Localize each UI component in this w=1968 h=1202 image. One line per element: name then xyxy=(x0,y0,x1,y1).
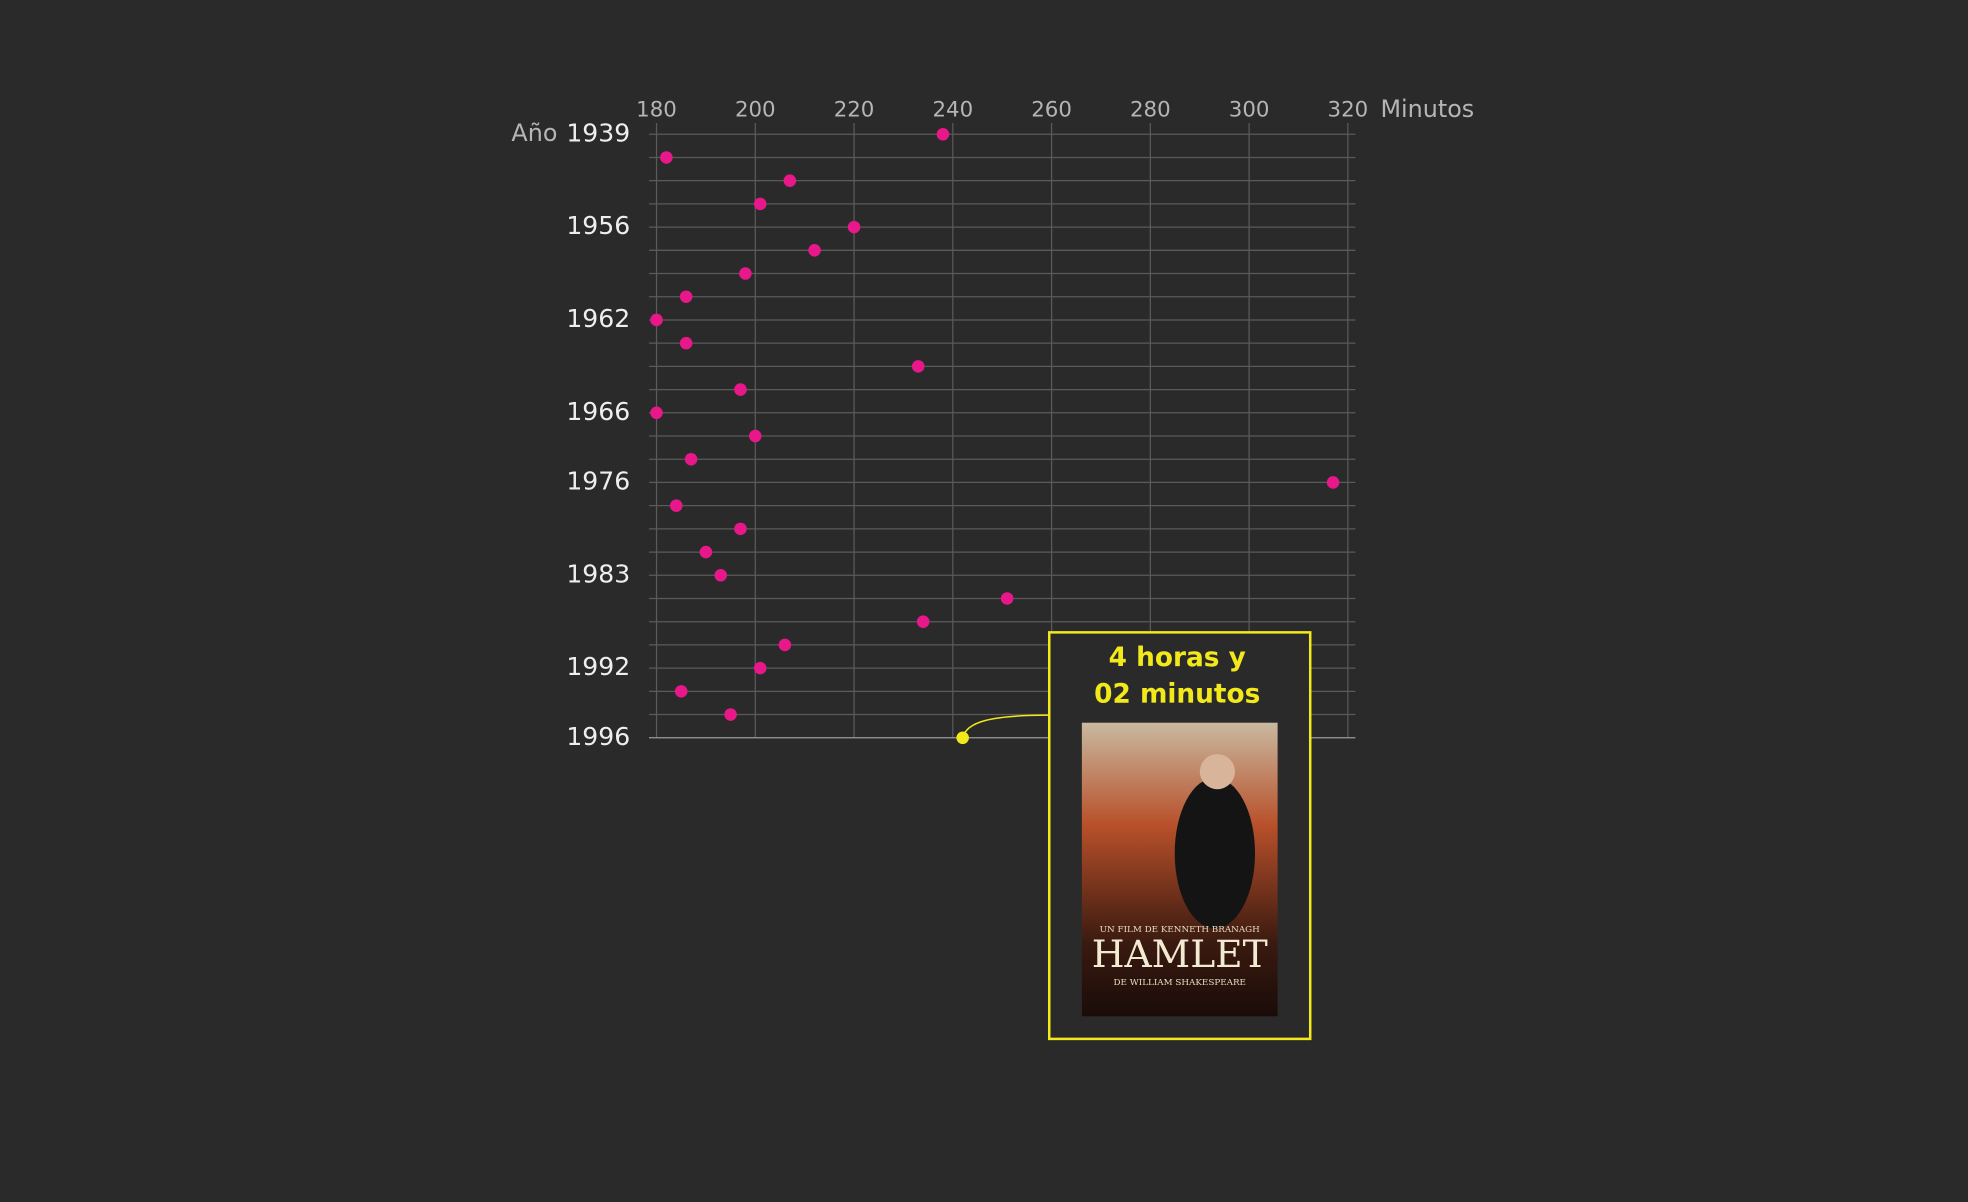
dot xyxy=(936,127,950,141)
poster-face xyxy=(1199,754,1235,790)
dot xyxy=(660,151,673,164)
dot xyxy=(749,429,762,443)
dot xyxy=(911,360,925,373)
dot xyxy=(714,569,727,582)
y-tick-label: 1962 xyxy=(566,304,630,333)
y-tick-label: 1976 xyxy=(566,466,630,495)
marks xyxy=(650,127,1340,745)
dot xyxy=(753,197,767,211)
dot xyxy=(739,267,752,280)
dot xyxy=(679,336,693,350)
x-tick-label: 260 xyxy=(1031,97,1072,122)
connector xyxy=(961,714,1050,738)
dot xyxy=(916,615,930,628)
dot xyxy=(670,499,683,512)
y-tick-label: 1983 xyxy=(566,559,630,588)
dot xyxy=(753,661,767,675)
poster-credit: UN FILM DE KENNETH BRANAGH xyxy=(1100,925,1261,935)
y-tick-label: 1992 xyxy=(566,652,630,681)
y-tick-label: 1996 xyxy=(566,722,630,751)
dot xyxy=(650,406,663,420)
x-axis-label: Minutos xyxy=(1380,95,1474,123)
y-tick-label: 1939 xyxy=(566,118,630,147)
x-tick-label: 180 xyxy=(636,97,677,122)
annotation: 4 horas y 02 minutos UN FILM DE KENNETH … xyxy=(961,631,1312,1041)
x-tick-label: 320 xyxy=(1328,97,1369,122)
annotation-text: 02 minutos xyxy=(1094,680,1260,710)
dot xyxy=(734,383,747,396)
dot xyxy=(847,220,861,234)
dot xyxy=(1326,476,1340,489)
dot xyxy=(724,708,737,721)
y-tick-label: 1956 xyxy=(566,211,630,240)
y-axis-label: Año xyxy=(511,119,557,147)
x-tick-label: 280 xyxy=(1130,97,1171,122)
annotation-text: 4 horas y xyxy=(1109,643,1246,673)
x-tick-label: 300 xyxy=(1229,97,1270,122)
poster-figure xyxy=(1174,777,1256,929)
y-tick-label: 1966 xyxy=(566,397,630,426)
dot xyxy=(650,313,663,327)
dot xyxy=(674,685,688,698)
x-tick-label: 200 xyxy=(735,97,776,122)
dot xyxy=(699,545,713,559)
dot xyxy=(684,452,698,466)
x-tick-label: 240 xyxy=(932,97,973,122)
poster-author: DE WILLIAM SHAKESPEARE xyxy=(1114,978,1246,988)
dot xyxy=(808,244,821,257)
x-tick-label: 220 xyxy=(834,97,875,122)
dot xyxy=(778,638,792,652)
dot xyxy=(1000,592,1014,605)
dot xyxy=(679,290,693,304)
poster-title: HAMLET xyxy=(1092,932,1268,976)
dot xyxy=(734,522,747,536)
dot xyxy=(783,174,797,187)
